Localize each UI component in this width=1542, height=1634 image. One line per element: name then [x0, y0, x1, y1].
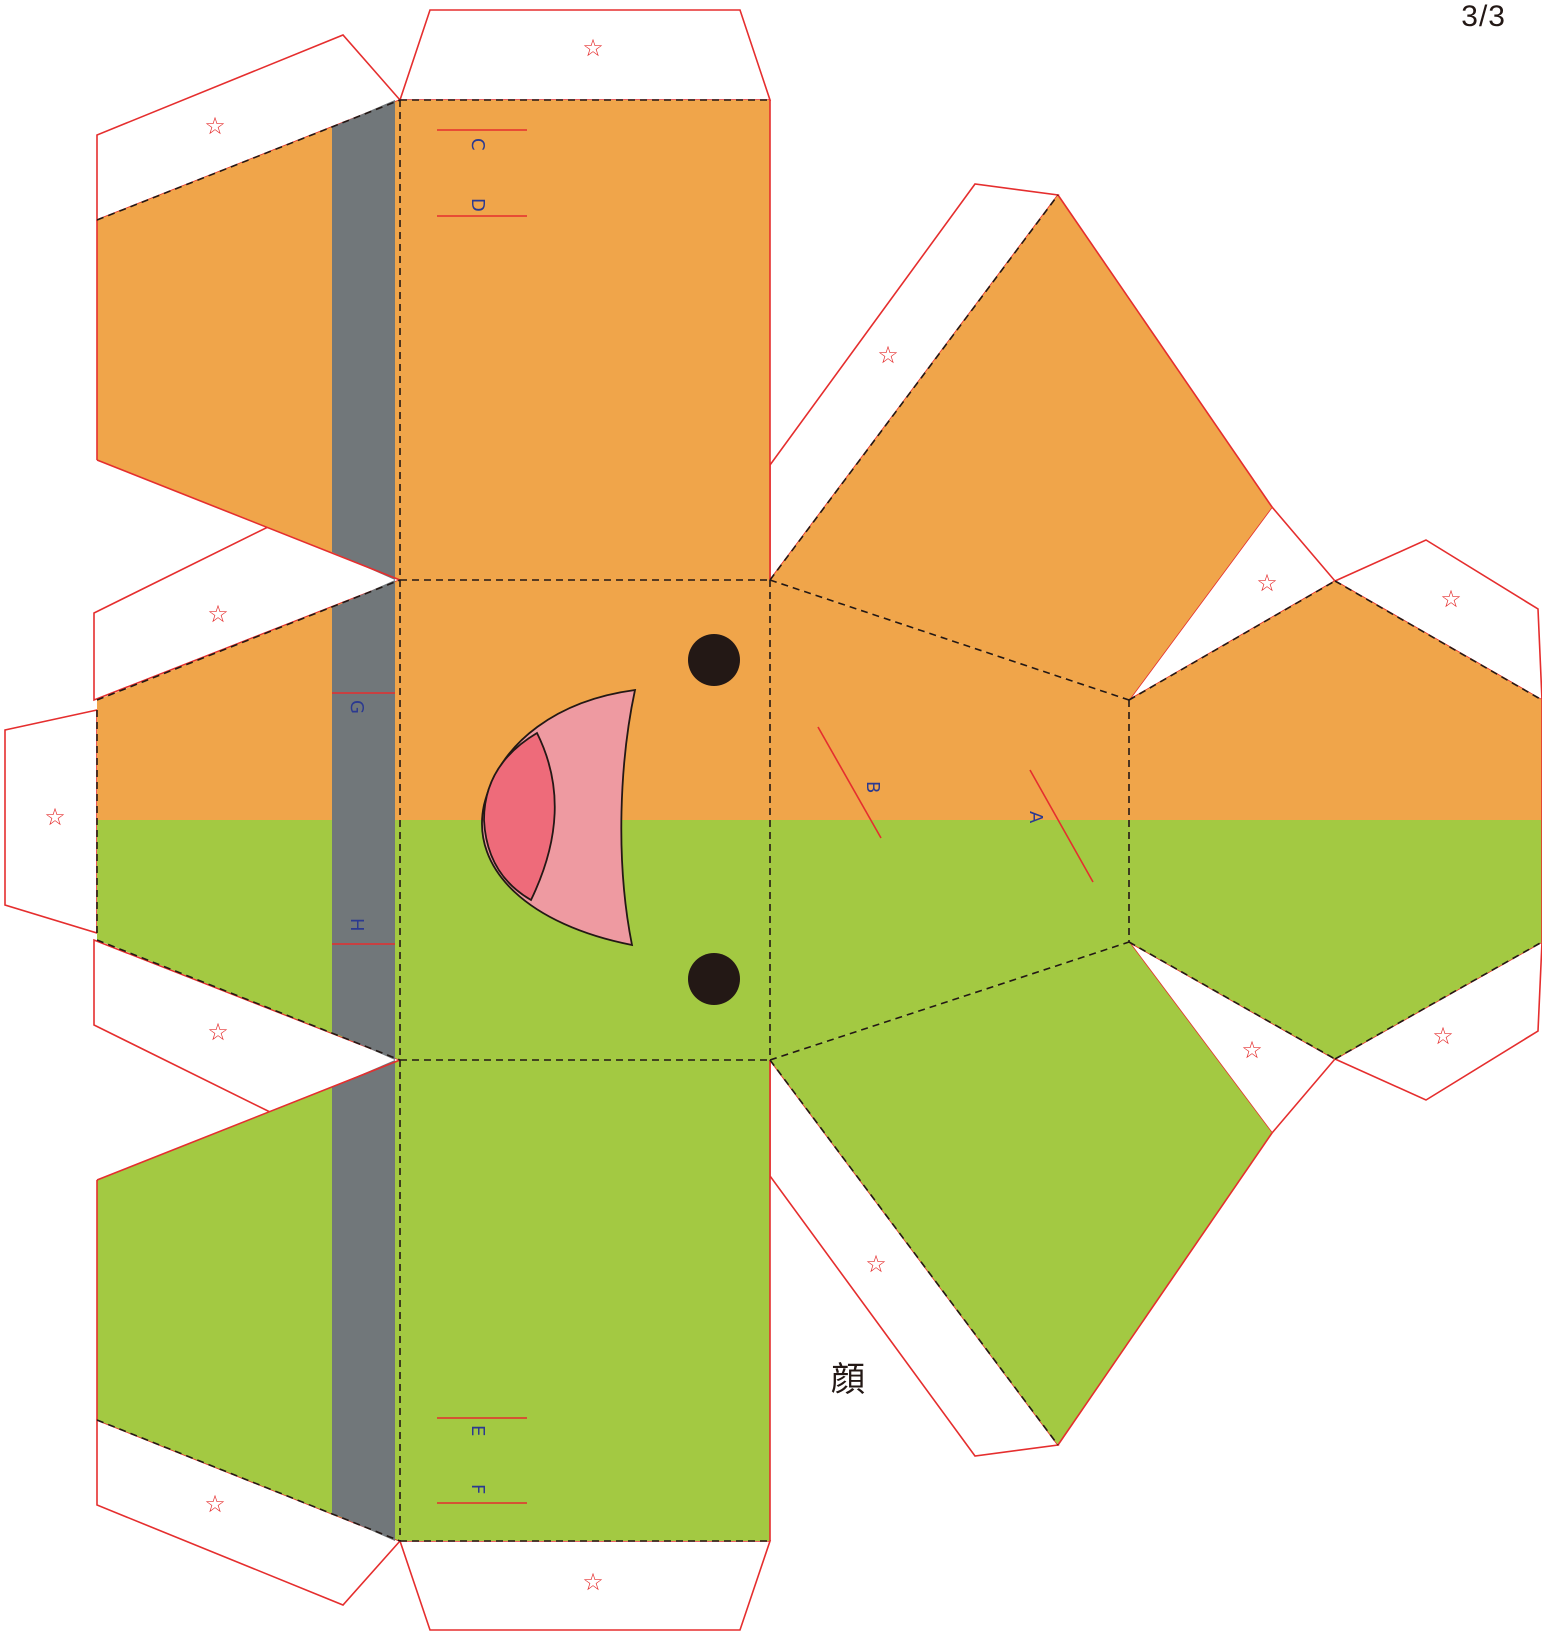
part-title: 顔: [831, 1360, 865, 1400]
eye-icon: [688, 634, 740, 686]
face-panels: [97, 100, 1542, 1541]
label-a: A: [1025, 811, 1046, 824]
gray-strip-lower: [332, 1060, 395, 1541]
label-d: D: [467, 198, 488, 212]
gray-strip-upper: [332, 100, 395, 580]
page-number: 3/3: [1461, 0, 1506, 33]
alignment-marks: [332, 129, 1094, 1504]
panel-top-square: [400, 100, 770, 580]
label-e: E: [467, 1425, 488, 1436]
label-c: C: [467, 138, 488, 151]
star-glue-icon: ☆: [204, 112, 226, 140]
panel-bottom-square: [400, 1060, 770, 1541]
star-glue-icon: ☆: [877, 341, 899, 369]
panel-middle-left-orange: [97, 580, 400, 820]
panel-right-center-green: [770, 820, 1129, 1060]
mouth-inner: [483, 731, 556, 902]
panel-upper-left-trapezoid: [97, 100, 400, 580]
label-b: B: [862, 781, 883, 793]
label-f: F: [467, 1484, 488, 1494]
mouth-icon: [481, 688, 637, 947]
glue-marks: ☆ ☆ ☆ ☆ ☆ ☆ ☆ ☆ ☆ ☆ ☆ ☆ ☆: [44, 34, 1462, 1596]
panel-right-center-orange: [770, 580, 1129, 820]
star-glue-icon: ☆: [44, 803, 66, 831]
label-g: G: [346, 700, 367, 714]
star-glue-icon: ☆: [207, 600, 229, 628]
star-glue-icon: ☆: [1432, 1022, 1454, 1050]
label-h: H: [346, 918, 367, 932]
star-glue-icon: ☆: [1440, 585, 1462, 613]
eye-icon: [688, 953, 740, 1005]
star-glue-icon: ☆: [204, 1490, 226, 1518]
face: [481, 634, 740, 1005]
panel-middle-left-green: [97, 820, 400, 1060]
panel-lower-left-trapezoid: [97, 1060, 400, 1541]
star-glue-icon: ☆: [582, 1568, 604, 1596]
cut-lines: [96, 100, 1542, 1541]
labels: C D E F G H B A: [346, 138, 1046, 1494]
gray-strip-middle: [332, 580, 395, 1060]
star-glue-icon: ☆: [865, 1250, 887, 1278]
star-glue-icon: ☆: [1241, 1036, 1263, 1064]
star-glue-icon: ☆: [207, 1018, 229, 1046]
panel-lower-right: [770, 942, 1272, 1445]
star-glue-icon: ☆: [1256, 569, 1278, 597]
fold-lines: [96, 99, 1542, 1542]
panel-upper-right: [770, 195, 1272, 700]
star-glue-icon: ☆: [582, 34, 604, 62]
gray-strip: [332, 100, 395, 1541]
